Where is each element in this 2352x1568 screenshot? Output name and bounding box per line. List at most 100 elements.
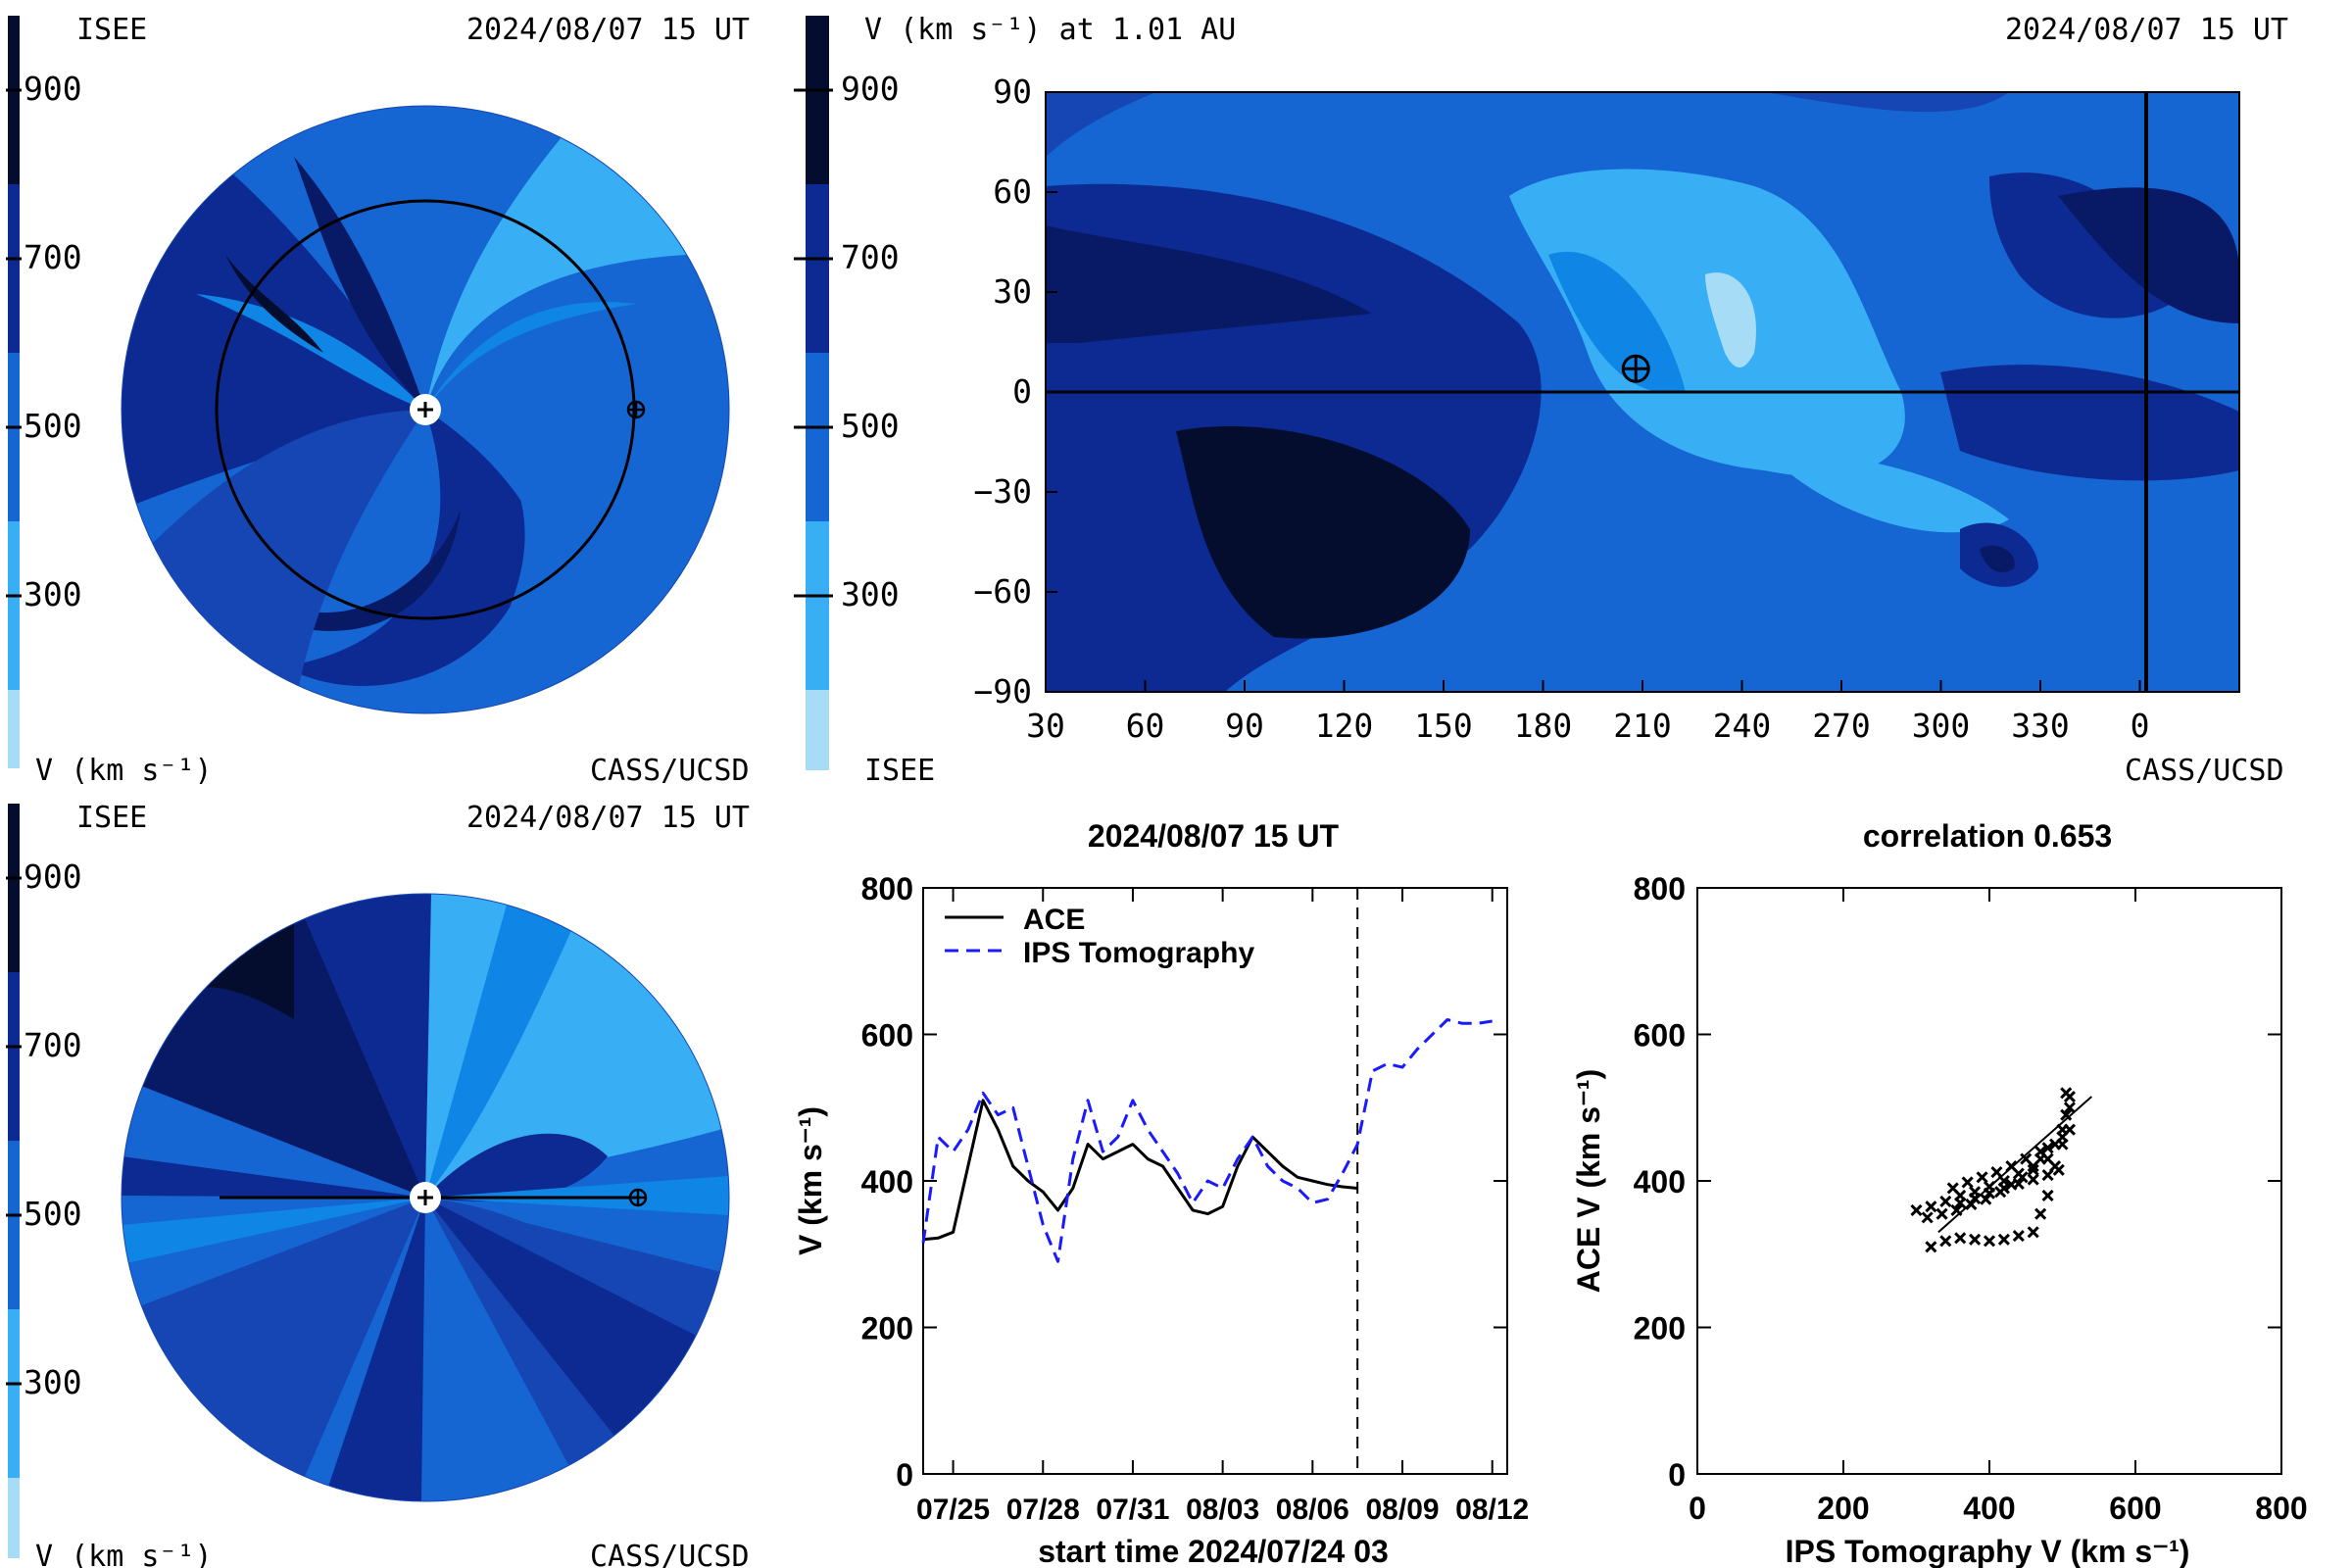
sc-xtick-label: 400 xyxy=(1963,1491,2015,1526)
sc-xtick-label: 600 xyxy=(2109,1491,2161,1526)
scatter-point xyxy=(1997,1233,2010,1246)
scatter-xlabel: IPS Tomography V (km s⁻¹) xyxy=(1786,1534,2190,1568)
sc-xtick-label: 800 xyxy=(2255,1491,2307,1526)
scatter-point xyxy=(2034,1207,2047,1220)
timeseries-axes: 0 200 400 600 800 07/25 07/28 07/31 08/03 08/06 08… xyxy=(861,871,1530,1526)
sc-xtick-label: 200 xyxy=(1817,1491,1869,1526)
map-ytick-label: −30 xyxy=(973,472,1032,511)
legend-ace-label: ACE xyxy=(1023,904,1085,936)
ts-xtick-label: 08/09 xyxy=(1365,1494,1439,1526)
scatter-point xyxy=(1921,1211,1934,1224)
polar-bottom-cbar-tick-700: 700 xyxy=(24,1026,82,1064)
scatter-panel: correlation 0.653 0 200 400 600 800 0 200 400 60… xyxy=(1571,818,2308,1568)
scatter-point xyxy=(2016,1171,2029,1184)
polar-bottom-panel: 900 700 500 300 ISEE 2024/08/07 15 UT V … xyxy=(6,801,750,1568)
map-xtick-label: 30 xyxy=(1026,707,1065,745)
sc-ytick-label: 600 xyxy=(1634,1018,1686,1054)
timeseries-lines xyxy=(921,1018,1493,1263)
polar-top-cbar-tick-900: 900 xyxy=(24,70,82,108)
scatter-title: correlation 0.653 xyxy=(1863,818,2112,854)
ts-xtick-label: 07/28 xyxy=(1006,1494,1080,1526)
scatter-point xyxy=(2041,1168,2054,1182)
scatter-point xyxy=(1939,1235,1952,1248)
scatter-point xyxy=(2027,1163,2039,1176)
scatter-point xyxy=(1946,1182,1959,1195)
scatter-point xyxy=(2048,1138,2062,1151)
ts-ytick-label: 400 xyxy=(861,1164,913,1200)
scatter-point xyxy=(2027,1173,2039,1186)
ts-ytick-label: 800 xyxy=(861,871,913,906)
scatter-axes: 0 200 400 600 800 0 200 400 600 800 xyxy=(1634,871,2308,1526)
map-isee-label: ISEE xyxy=(864,754,935,788)
map-ytick-label: 90 xyxy=(993,73,1032,111)
map-colorbar xyxy=(794,16,833,770)
timeseries-title: 2024/08/07 15 UT xyxy=(1088,818,1340,854)
map-x-axis: 30 60 90 120 150 180 210 240 270 300 330 0 xyxy=(1026,680,2149,745)
polar-bottom-colorbar xyxy=(6,804,22,1558)
polar-top-cbar-tick-300: 300 xyxy=(24,575,82,613)
polar-bottom-cbar-tick-300: 300 xyxy=(24,1363,82,1401)
scatter-point xyxy=(2041,1142,2054,1154)
ts-xtick-label: 08/06 xyxy=(1276,1494,1349,1526)
map-credit: CASS/UCSD xyxy=(2125,754,2284,788)
polar-top-isee-label: ISEE xyxy=(76,13,147,47)
scatter-ylabel: ACE V (km s⁻¹) xyxy=(1571,1069,1606,1293)
timeseries-panel: 2024/08/07 15 UT 0 200 400 600 800 07/25 07/28… xyxy=(793,818,1529,1568)
map-xtick-label: 90 xyxy=(1225,707,1264,745)
polar-bottom-cbar-tick-900: 900 xyxy=(24,858,82,896)
map-ytick-label: 0 xyxy=(1012,372,1032,411)
sc-ytick-label: 400 xyxy=(1634,1164,1686,1200)
map-y-axis: 90 60 30 0 −30 −60 −90 xyxy=(973,73,1057,710)
polar-bottom-sun-cross-icon xyxy=(417,1190,433,1205)
legend-ips-label: IPS Tomography xyxy=(1023,937,1254,969)
polar-bottom-earth-icon xyxy=(628,1188,648,1207)
map-xtick-label: 300 xyxy=(1912,707,1971,745)
polar-bottom-cbar-tick-500: 500 xyxy=(24,1195,82,1233)
map-cbar-tick-300: 300 xyxy=(841,575,900,613)
scatter-point xyxy=(2060,1108,2073,1121)
polar-bottom-date: 2024/08/07 15 UT xyxy=(466,801,750,835)
scatter-point xyxy=(1961,1176,1974,1189)
scatter-point xyxy=(2012,1177,2025,1191)
map-xtick-label: 330 xyxy=(2011,707,2070,745)
polar-bottom-disk-edge xyxy=(121,893,730,1502)
polar-bottom-colorbar-label: V (km s⁻¹) xyxy=(35,1540,213,1568)
map-title: V (km s⁻¹) at 1.01 AU xyxy=(864,13,1236,47)
sc-ytick-label: 800 xyxy=(1634,871,1686,906)
ips-tomography-series-line xyxy=(921,1018,1493,1263)
map-xtick-label: 210 xyxy=(1613,707,1672,745)
map-xtick-label: 0 xyxy=(2131,707,2150,745)
scatter-point xyxy=(1936,1207,1948,1220)
scatter-point xyxy=(2020,1152,2033,1165)
map-xtick-label: 180 xyxy=(1514,707,1573,745)
map-xtick-label: 60 xyxy=(1126,707,1165,745)
scatter-point xyxy=(2063,1102,2077,1114)
polar-bottom-credit: CASS/UCSD xyxy=(590,1540,750,1568)
scatter-point xyxy=(1990,1165,2003,1179)
map-panel: 900 700 500 300 V (km s⁻¹) at 1.01 AU 20… xyxy=(794,13,2288,788)
map-ytick-label: 60 xyxy=(993,172,1032,211)
polar-top-sun-cross-icon xyxy=(417,402,433,417)
scatter-point xyxy=(1954,1197,1967,1209)
polar-top-panel: 900 700 500 300 ISEE 2024/08/07 15 UT V … xyxy=(6,13,750,788)
map-earth-icon xyxy=(1621,354,1650,383)
map-ytick-label: −90 xyxy=(973,672,1032,710)
polar-top-cbar-tick-500: 500 xyxy=(24,407,82,445)
scatter-point xyxy=(1925,1241,1937,1253)
timeseries-frame xyxy=(922,887,1508,1475)
scatter-point xyxy=(2034,1146,2047,1158)
polar-top-credit: CASS/UCSD xyxy=(590,754,750,788)
map-xtick-label: 270 xyxy=(1812,707,1871,745)
scatter-point xyxy=(2012,1229,2025,1243)
polar-bottom-isee-label: ISEE xyxy=(76,801,147,835)
ts-ytick-label: 200 xyxy=(861,1311,913,1347)
polar-top-colorbar xyxy=(6,16,22,768)
ts-ytick-label: 0 xyxy=(896,1457,913,1493)
scatter-point xyxy=(1925,1200,1937,1213)
scatter-point xyxy=(1983,1235,1996,1248)
map-cbar-tick-700: 700 xyxy=(841,238,900,276)
timeseries-xlabel: start time 2024/07/24 03 xyxy=(1038,1534,1389,1568)
scatter-point xyxy=(1997,1182,2010,1195)
timeseries-legend: ACE IPS Tomography xyxy=(945,904,1254,969)
